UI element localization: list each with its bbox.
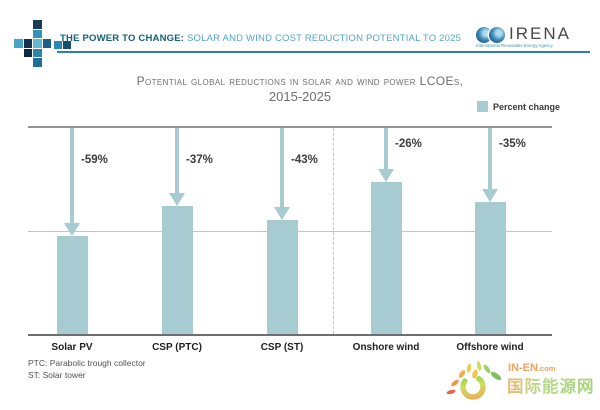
x-label-csp-st: CSP (ST) xyxy=(260,342,304,353)
report-title-bold: THE POWER TO CHANGE: xyxy=(60,33,185,44)
footnotes: PTC: Parabolic trough collector ST: Sola… xyxy=(28,358,146,381)
x-label-csp-ptc: CSP (PTC) xyxy=(152,342,202,353)
reduction-arrow-head-solar-pv xyxy=(64,222,80,236)
irena-globe-icon xyxy=(489,27,505,43)
footnote-st: ST: Solar tower xyxy=(28,369,86,380)
reduction-arrow-head-csp-ptc xyxy=(169,192,185,206)
report-header-title: THE POWER TO CHANGE: SOLAR AND WIND COST… xyxy=(60,33,461,44)
bar-csp-st xyxy=(266,219,298,334)
irena-globe-icon xyxy=(476,27,492,43)
in-en-flower-logo-icon xyxy=(446,361,502,400)
plot-area: -59% -37% -43% -26% -35% xyxy=(28,126,552,336)
reduction-arrow-stem-offshore-wind xyxy=(488,128,492,189)
solar-wind-divider-line xyxy=(333,128,334,334)
watermark-site-suffix: .com xyxy=(537,364,556,373)
x-label-onshore-wind: Onshore wind xyxy=(352,342,420,353)
reduction-arrow-stem-onshore-wind xyxy=(384,128,388,170)
header-rule xyxy=(57,51,590,53)
power-to-change-cross-logo-icon xyxy=(8,18,72,70)
reduction-arrow-stem-csp-st xyxy=(280,128,284,207)
bar-solar-pv xyxy=(56,235,88,334)
value-label-offshore-wind: -35% xyxy=(499,138,526,150)
irena-wordmark: IRENA xyxy=(509,24,571,43)
footnote-ptc: PTC: Parabolic trough collector xyxy=(28,358,146,368)
watermark-site-text: IN-EN.com xyxy=(508,362,555,374)
chart-legend: Percent change xyxy=(477,101,560,112)
chart-title-line1: Potential global reductions in solar and… xyxy=(136,74,464,88)
bar-csp-ptc xyxy=(161,205,193,334)
irena-logo: IRENA International Renewable Energy Age… xyxy=(476,24,588,50)
irena-tagline: International Renewable Energy Agency xyxy=(476,44,553,49)
legend-swatch xyxy=(477,101,488,112)
chart-title: Potential global reductions in solar and… xyxy=(0,74,600,104)
x-label-solar-pv: Solar PV xyxy=(51,342,93,353)
reduction-arrow-head-offshore-wind xyxy=(482,188,498,202)
value-label-csp-st: -43% xyxy=(291,154,318,166)
report-title-rest: SOLAR AND WIND COST REDUCTION POTENTIAL … xyxy=(184,33,462,44)
bar-onshore-wind xyxy=(370,182,402,334)
reduction-arrow-stem-csp-ptc xyxy=(175,128,179,193)
reduction-arrow-stem-solar-pv xyxy=(70,128,74,223)
legend-label: Percent change xyxy=(493,101,561,112)
watermark: IN-EN.com 国际能源网 xyxy=(446,357,596,407)
reduction-arrow-head-csp-st xyxy=(274,206,290,220)
x-axis-labels: Solar PV CSP (PTC) CSP (ST) Onshore wind Off… xyxy=(28,342,552,356)
reduction-arrow-head-onshore-wind xyxy=(378,169,394,183)
value-label-onshore-wind: -26% xyxy=(395,138,422,150)
value-label-solar-pv: -59% xyxy=(81,154,108,166)
x-label-offshore-wind: Offshore wind xyxy=(456,342,524,353)
watermark-site-name: IN-EN xyxy=(508,362,538,374)
watermark-chinese-text: 国际能源网 xyxy=(507,373,595,397)
chart-title-line2: 2015-2025 xyxy=(268,89,332,104)
bar-offshore-wind xyxy=(474,201,506,334)
value-label-csp-ptc: -37% xyxy=(186,154,213,166)
